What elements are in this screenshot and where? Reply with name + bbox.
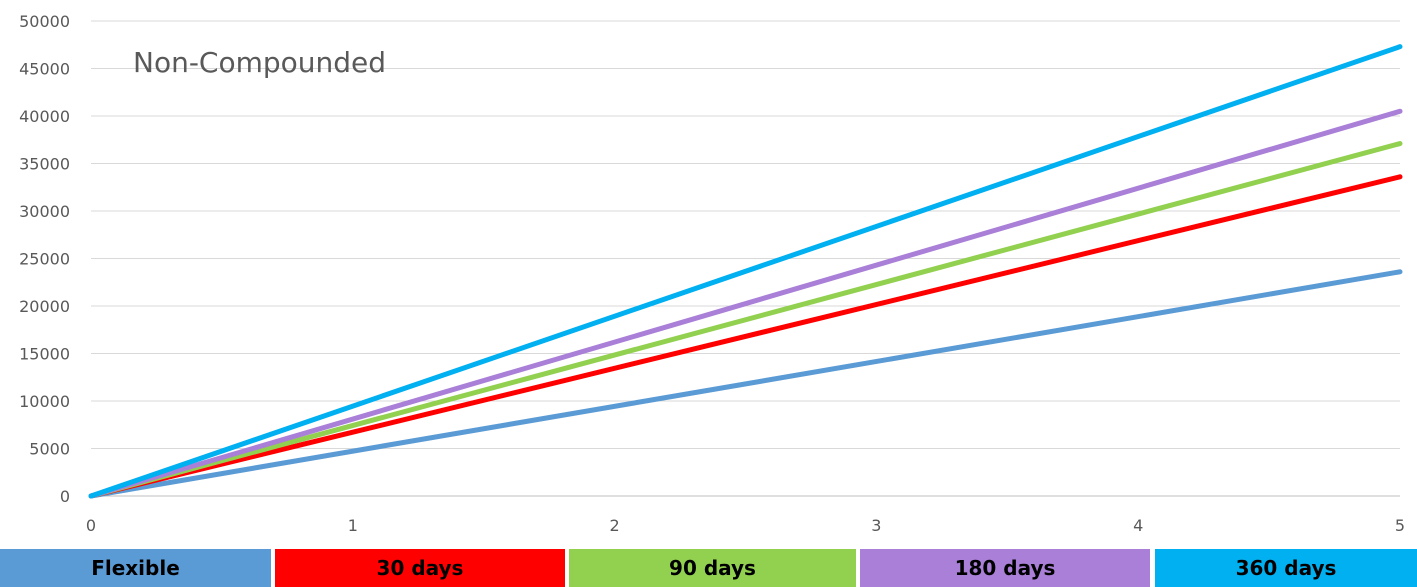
legend-item-30-days: 30 days bbox=[275, 549, 565, 587]
y-tick-label: 45000 bbox=[19, 60, 70, 79]
legend-label: 30 days bbox=[376, 556, 464, 580]
y-tick-label: 5000 bbox=[29, 440, 70, 459]
series-line-30-days bbox=[88, 174, 1403, 499]
series-line-flexible bbox=[88, 269, 1403, 499]
x-tick-label: 1 bbox=[348, 516, 358, 535]
x-tick-label: 5 bbox=[1395, 516, 1405, 535]
legend-label: Flexible bbox=[91, 556, 180, 580]
legend-item-180-days: 180 days bbox=[860, 549, 1150, 587]
chart-title: Non-Compounded bbox=[133, 46, 386, 79]
y-tick-label: 50000 bbox=[19, 12, 70, 31]
legend-item-90-days: 90 days bbox=[569, 549, 856, 587]
series-line-180-days bbox=[88, 108, 1403, 499]
y-tick-label: 15000 bbox=[19, 345, 70, 364]
line-chart: 0 5000 10000 15000 20000 25000 30000 35000 40000… bbox=[19, 12, 1405, 535]
legend-label: 180 days bbox=[954, 556, 1056, 580]
series-lines bbox=[88, 44, 1403, 499]
y-tick-label: 40000 bbox=[19, 107, 70, 126]
legend-item-360-days: 360 days bbox=[1155, 549, 1417, 587]
y-tick-label: 30000 bbox=[19, 202, 70, 221]
x-tick-label: 2 bbox=[610, 516, 620, 535]
series-line-90-days bbox=[88, 141, 1403, 499]
series-line-360-days bbox=[88, 44, 1403, 499]
x-tick-label: 0 bbox=[86, 516, 96, 535]
x-tick-label: 3 bbox=[871, 516, 881, 535]
y-tick-label: 10000 bbox=[19, 392, 70, 411]
legend: Flexible 30 days 90 days 180 days 360 days bbox=[0, 549, 1417, 587]
y-tick-label: 25000 bbox=[19, 250, 70, 269]
legend-item-flexible: Flexible bbox=[0, 549, 271, 587]
y-tick-label: 0 bbox=[60, 487, 70, 506]
legend-label: 360 days bbox=[1235, 556, 1337, 580]
x-tick-label: 4 bbox=[1133, 516, 1143, 535]
x-axis-ticks: 0 1 2 3 4 5 bbox=[86, 516, 1405, 535]
legend-label: 90 days bbox=[669, 556, 756, 580]
gridlines bbox=[91, 20, 1400, 497]
y-axis-ticks: 0 5000 10000 15000 20000 25000 30000 35000 40000… bbox=[19, 12, 70, 506]
y-tick-label: 35000 bbox=[19, 155, 70, 174]
y-tick-label: 20000 bbox=[19, 297, 70, 316]
